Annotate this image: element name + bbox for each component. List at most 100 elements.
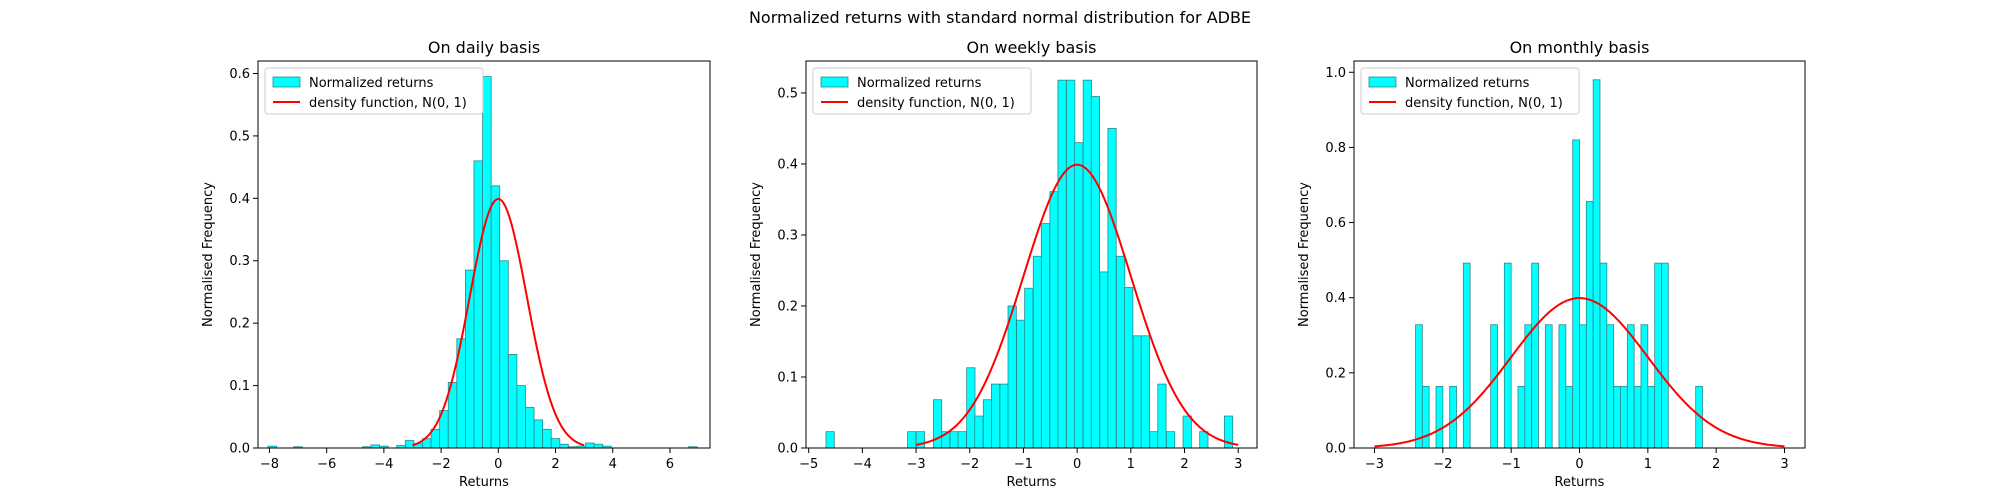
chart-3-bar [1572,139,1580,449]
chart-1-xlabel: Returns [459,475,509,490]
chart-2-bar [982,399,993,449]
chart-3-bar [1524,324,1533,449]
chart-3-ytick-label: 1.0 [1325,66,1346,81]
chart-2-ytick-label: 0.2 [777,299,798,314]
chart-3-bar [1544,324,1553,449]
chart-3-ylabel: Normalised Frequency [1297,182,1312,327]
chart-3-bar [1565,385,1574,449]
chart-2-bar [1016,319,1026,449]
chart-3-ytick-label: 0.0 [1325,442,1346,457]
chart-1-legend-label-bars: Normalized returns [309,76,434,91]
chart-1-bar [533,419,544,449]
chart-3-xtick-label: 3 [1780,457,1788,472]
chart-1-bar [593,443,604,449]
chart-3-bar [1585,201,1594,449]
chart-1-bar [473,160,483,449]
chart-1-xtick-label: 6 [666,457,674,472]
chart-2-bar [1107,128,1117,449]
chart-2-bar [1090,96,1100,449]
chart-2-ylabel: Normalised Frequency [749,182,764,327]
chart-2-bar [1082,79,1092,449]
chart-2-xtick-label: −3 [906,457,925,472]
chart-2-bar [949,431,959,449]
chart-1-bar [585,442,595,449]
chart-1-bar [516,385,526,449]
chart-1-ytick-label: 0.4 [229,192,250,207]
chart-3: −3 −2 −1 0 1 2 3 0.0 0.2 0.4 0.6 0.8 1.0 On monthly b… [1297,38,1806,490]
chart-2-legend-label-curve: density function, N(0, 1) [857,96,1015,111]
chart-3-ytick-label: 0.4 [1325,291,1346,306]
chart-3-bar [1633,385,1642,449]
chart-3-bar [1503,262,1512,449]
chart-3-bar [1558,324,1567,449]
chart-2-ytick-label: 0.0 [777,442,798,457]
chart-1-title: On daily basis [428,38,540,57]
chart-3-xtick-label: −2 [1433,457,1452,472]
chart-2-legend: Normalized returns density function, N(0,… [812,67,1032,115]
chart-3-bar [1626,324,1635,449]
chart-1-axes-frame [257,60,711,449]
chart-1-ytick-label: 0.6 [229,67,250,82]
chart-1-legend-box [264,67,484,115]
chart-1-bar [525,407,535,449]
chart-2-bar [1007,305,1017,449]
chart-1-xtick-label: 0 [494,457,502,472]
chart-3-bar [1531,262,1539,449]
chart-1-legend-swatch-bars [272,76,301,88]
chart-1-xtick-label: 4 [609,457,617,472]
chart-1-ytick-label: 0.0 [229,442,250,457]
chart-2-bar [990,383,1001,449]
chart-2-bar [1066,79,1076,449]
chart-3-bar [1421,385,1430,449]
chart-2-legend-box [812,67,1032,115]
chart-1-bar [482,76,492,449]
chart-1-xtick-label: 2 [551,457,559,472]
chart-2-bar [1157,383,1167,449]
chart-3-xtick-label: 0 [1575,457,1583,472]
chart-1-ytick-label: 0.5 [229,129,250,144]
chart-2-xtick-label: −2 [960,457,979,472]
chart-2-bar [1024,287,1034,449]
chart-3-xtick-label: −3 [1365,457,1384,472]
chart-1: −8 −6 −4 −2 0 2 4 6 0.0 0.1 0.2 0.3 0.4 0.5 0.6 On dail… [201,38,711,490]
chart-2-ytick-label: 0.5 [777,86,798,101]
chart-3-density-curve [1374,297,1785,448]
chart-2-ytick-label: 0.3 [777,228,798,243]
chart-2-bar [999,383,1009,449]
chart-3-bar [1613,385,1621,449]
chart-2-bar [1149,431,1159,449]
chart-2-title: On weekly basis [967,38,1097,57]
chart-2-bar [957,431,967,449]
chart-2-axes-frame [805,60,1258,449]
chart-3-bar [1592,79,1601,449]
chart-2-ytick-label: 0.4 [777,157,798,172]
chart-2-bar [1099,271,1109,449]
chart-panels: −8 −6 −4 −2 0 2 4 6 0.0 0.1 0.2 0.3 0.4 0.5 0.6 On dail… [201,38,1806,490]
chart-3-bar [1599,262,1608,449]
chart-3-bar [1661,262,1669,449]
chart-2-bar [1032,255,1042,449]
chart-2-legend-label-bars: Normalized returns [857,76,982,91]
chart-2-xtick-label: 2 [1180,457,1188,472]
chart-2-xtick-label: −1 [1014,457,1033,472]
chart-2-bar [825,431,835,449]
chart-1-xtick-label: −4 [374,457,393,472]
chart-2-bar [1057,79,1067,449]
chart-3-ytick-label: 0.8 [1325,141,1346,156]
chart-1-bar [550,438,561,449]
chart-2-legend-swatch-bars [820,76,849,88]
chart-1-xtick-label: −8 [260,457,279,472]
chart-1-bar [490,185,501,449]
chart-1-ytick-label: 0.1 [229,379,250,394]
chart-3-bar [1490,324,1498,449]
chart-1-bar [507,353,518,449]
chart-2-bar [932,399,943,449]
chart-3-xlabel: Returns [1555,475,1605,490]
chart-2-xlabel: Returns [1007,475,1057,490]
chart-3-bar [1449,385,1457,449]
chart-1-legend-label-curve: density function, N(0, 1) [309,96,467,111]
chart-1-xtick-label: −6 [317,457,336,472]
chart-2-bar [1074,142,1084,449]
chart-1-density-curve [412,197,585,447]
chart-2-xtick-label: −4 [853,457,872,472]
